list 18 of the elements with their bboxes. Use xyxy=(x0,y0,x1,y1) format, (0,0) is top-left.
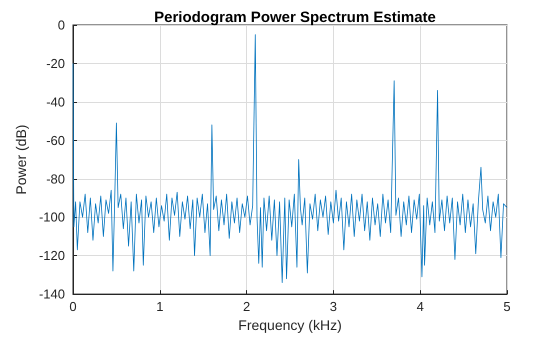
y-tick-label: -60 xyxy=(46,132,65,148)
y-tick-label: -40 xyxy=(46,94,65,110)
y-tick-label: 0 xyxy=(58,18,65,32)
y-tick-label: -120 xyxy=(38,248,65,264)
x-tick-label: 0 xyxy=(69,299,77,314)
line-series xyxy=(72,34,508,283)
y-tick-label: -20 xyxy=(46,56,65,71)
chart-title: Periodogram Power Spectrum Estimate xyxy=(154,9,436,26)
y-axis-title: Power (dB) xyxy=(13,124,30,195)
x-axis-title: Frequency (kHz) xyxy=(238,317,342,333)
x-tick-label: 4 xyxy=(416,299,424,314)
y-tick-label: -80 xyxy=(46,171,65,186)
y-tick-label: -100 xyxy=(38,210,65,225)
x-tick-label: 5 xyxy=(503,299,511,314)
x-tick-label: 2 xyxy=(242,299,250,314)
x-tick-label: 3 xyxy=(330,299,338,314)
x-tick-label: 1 xyxy=(156,299,164,314)
y-tick-label: -140 xyxy=(38,286,65,302)
